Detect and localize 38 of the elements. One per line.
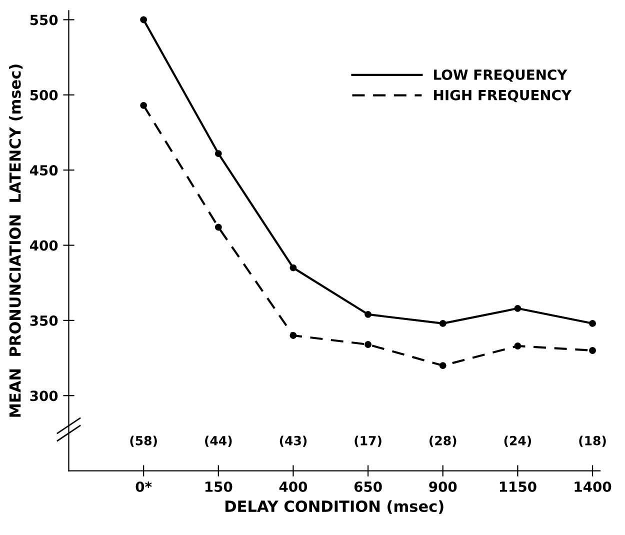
x-tick-label: 650: [354, 481, 382, 492]
y-tick-label: 300: [30, 390, 58, 402]
point: [589, 347, 596, 354]
x-axis-title: DELAY CONDITION (msec): [226, 500, 444, 514]
annotation: (43): [280, 436, 307, 447]
annotation: (28): [430, 436, 456, 447]
point: [290, 264, 297, 272]
point: [214, 150, 222, 158]
y-tick-label: 350: [30, 315, 58, 326]
annotation: (44): [205, 436, 232, 447]
y-tick-label: 450: [30, 165, 58, 176]
legend-label: LOW FREQUENCY: [434, 69, 568, 82]
y-tick-label: 550: [30, 14, 58, 26]
legend-label: HIGH FREQUENCY: [434, 90, 572, 102]
point: [514, 304, 522, 312]
point: [514, 342, 522, 350]
annotation: (24): [504, 436, 532, 447]
x-tick-label: 900: [429, 481, 457, 492]
annotation: (18): [579, 436, 606, 447]
point: [290, 332, 297, 339]
point: [439, 320, 446, 327]
x-tick-label: 400: [279, 481, 308, 492]
point: [589, 320, 596, 327]
point: [140, 102, 148, 109]
x-tick-label: 1150: [500, 481, 536, 492]
annotation: (58): [130, 436, 157, 447]
y-tick-label: 400: [30, 240, 58, 251]
point: [364, 341, 372, 348]
y-axis-title: MEAN PRONUNCIATION LATENCY (msec): [9, 64, 23, 417]
x-tick-label: 0*: [136, 481, 152, 492]
annotation: (17): [354, 436, 382, 447]
point: [364, 310, 372, 318]
point: [439, 362, 446, 370]
point: [214, 224, 222, 231]
x-tick-label: 150: [205, 481, 232, 492]
x-tick-label: 1400: [574, 481, 612, 492]
y-tick-label: 500: [30, 90, 58, 100]
point: [140, 16, 148, 24]
